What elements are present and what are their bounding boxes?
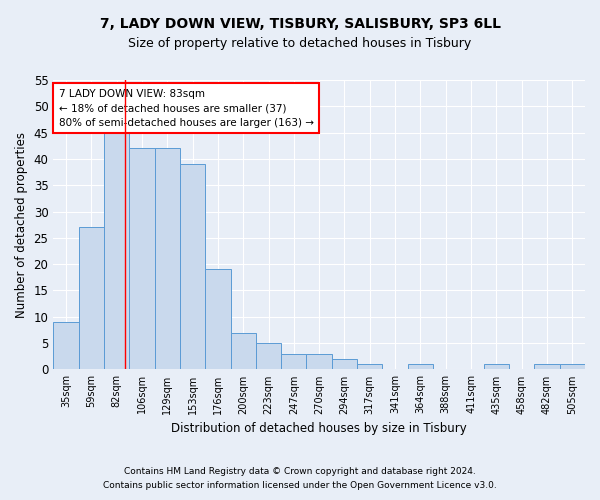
Bar — [357, 364, 382, 370]
Bar — [484, 364, 509, 370]
Bar — [155, 148, 180, 370]
Bar — [256, 343, 281, 369]
X-axis label: Distribution of detached houses by size in Tisbury: Distribution of detached houses by size … — [171, 422, 467, 435]
Bar — [307, 354, 332, 370]
Bar — [535, 364, 560, 370]
Bar — [104, 132, 129, 370]
Text: Contains public sector information licensed under the Open Government Licence v3: Contains public sector information licen… — [103, 481, 497, 490]
Bar — [560, 364, 585, 370]
Text: 7, LADY DOWN VIEW, TISBURY, SALISBURY, SP3 6LL: 7, LADY DOWN VIEW, TISBURY, SALISBURY, S… — [100, 18, 500, 32]
Bar — [332, 359, 357, 370]
Text: Size of property relative to detached houses in Tisbury: Size of property relative to detached ho… — [128, 38, 472, 51]
Text: 7 LADY DOWN VIEW: 83sqm
← 18% of detached houses are smaller (37)
80% of semi-de: 7 LADY DOWN VIEW: 83sqm ← 18% of detache… — [59, 88, 314, 128]
Bar — [205, 270, 230, 370]
Bar — [180, 164, 205, 370]
Bar — [230, 332, 256, 370]
Text: Contains HM Land Registry data © Crown copyright and database right 2024.: Contains HM Land Registry data © Crown c… — [124, 467, 476, 476]
Bar — [53, 322, 79, 370]
Bar — [129, 148, 155, 370]
Bar — [408, 364, 433, 370]
Bar — [79, 228, 104, 370]
Bar — [281, 354, 307, 370]
Y-axis label: Number of detached properties: Number of detached properties — [15, 132, 28, 318]
